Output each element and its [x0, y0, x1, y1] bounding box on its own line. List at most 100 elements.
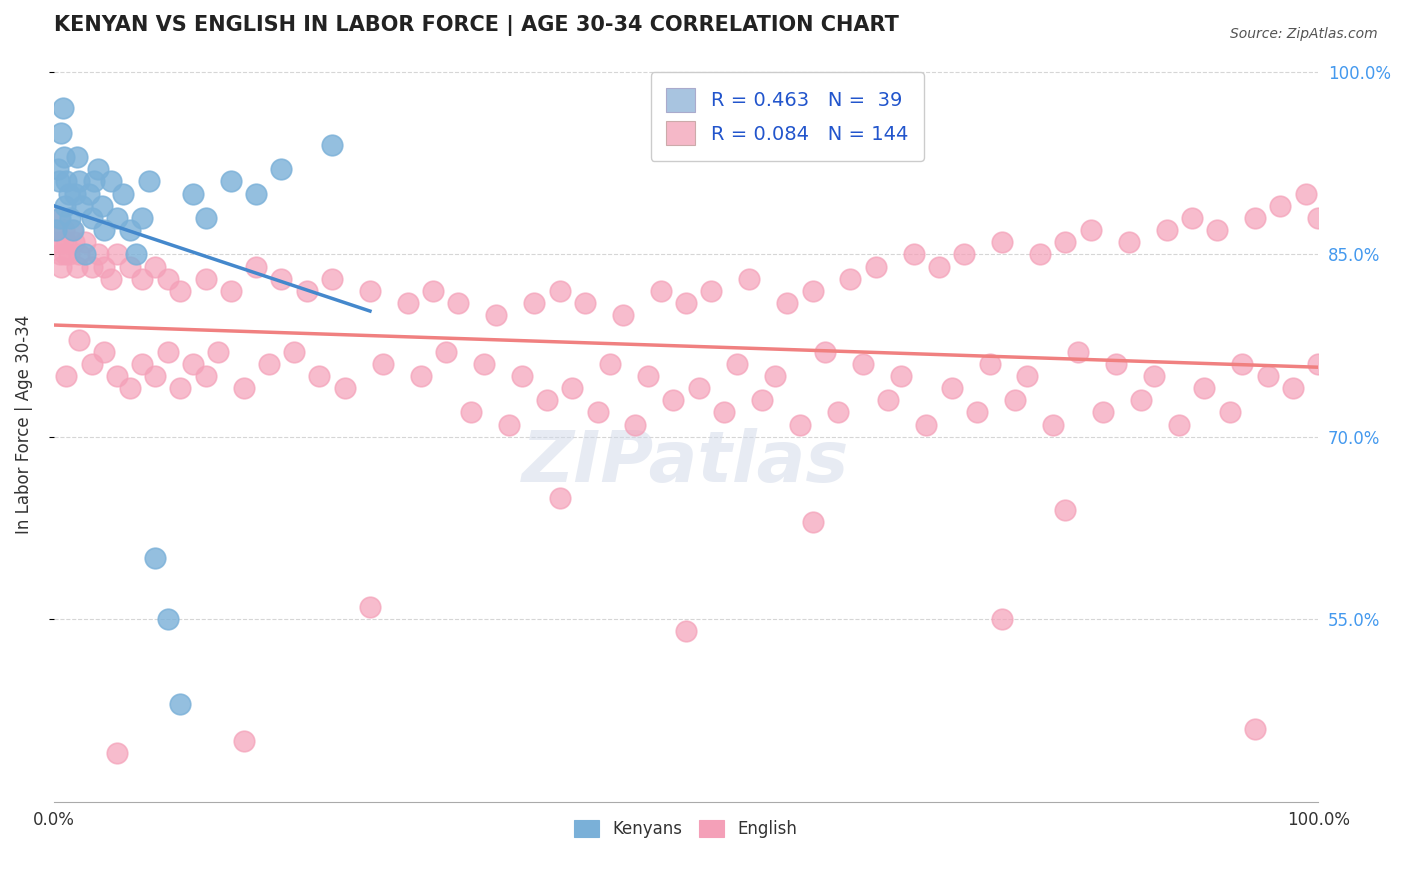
English — [1054, 235, 1077, 250]
Kenyans — [87, 162, 110, 177]
Kenyans — [80, 211, 103, 225]
English — [80, 260, 103, 274]
English — [52, 235, 75, 250]
Kenyans — [105, 211, 128, 225]
English — [1080, 223, 1102, 237]
English — [257, 357, 280, 371]
English — [1017, 369, 1039, 384]
Kenyans — [138, 174, 160, 188]
English — [953, 247, 976, 261]
English — [548, 284, 571, 298]
English — [245, 260, 267, 274]
English — [105, 247, 128, 261]
English — [434, 344, 457, 359]
English — [118, 260, 141, 274]
English — [194, 271, 217, 285]
Kenyans — [169, 698, 191, 712]
English — [915, 417, 938, 432]
English — [207, 344, 229, 359]
English — [801, 515, 824, 529]
English — [662, 393, 685, 408]
English — [371, 357, 394, 371]
English — [409, 369, 432, 384]
English — [93, 344, 115, 359]
Kenyans — [100, 174, 122, 188]
English — [169, 284, 191, 298]
English — [1143, 369, 1166, 384]
English — [1092, 405, 1115, 419]
English — [1308, 211, 1330, 225]
English — [738, 271, 761, 285]
Kenyans — [65, 150, 87, 164]
English — [561, 381, 583, 395]
Kenyans — [70, 199, 93, 213]
English — [1118, 235, 1140, 250]
English — [143, 260, 166, 274]
Kenyans — [62, 223, 84, 237]
English — [156, 271, 179, 285]
English — [536, 393, 558, 408]
English — [1282, 381, 1305, 395]
Y-axis label: In Labor Force | Age 30-34: In Labor Force | Age 30-34 — [15, 315, 32, 534]
Kenyans — [45, 223, 67, 237]
English — [751, 393, 773, 408]
English — [865, 260, 887, 274]
English — [1206, 223, 1229, 237]
English — [67, 247, 90, 261]
English — [675, 296, 697, 310]
English — [67, 333, 90, 347]
Kenyans — [245, 186, 267, 201]
English — [63, 235, 86, 250]
English — [624, 417, 647, 432]
English — [1029, 247, 1052, 261]
English — [131, 357, 153, 371]
Kenyans — [321, 137, 343, 152]
English — [333, 381, 356, 395]
English — [827, 405, 849, 419]
English — [1257, 369, 1279, 384]
English — [80, 357, 103, 371]
English — [219, 284, 242, 298]
English — [1181, 211, 1204, 225]
English — [1054, 502, 1077, 516]
English — [48, 211, 70, 225]
English — [60, 223, 83, 237]
English — [903, 247, 925, 261]
English — [725, 357, 748, 371]
English — [650, 284, 672, 298]
Kenyans — [75, 247, 97, 261]
Kenyans — [90, 199, 112, 213]
English — [422, 284, 444, 298]
English — [131, 271, 153, 285]
English — [232, 733, 254, 747]
Kenyans — [219, 174, 242, 188]
English — [46, 235, 69, 250]
English — [1105, 357, 1128, 371]
English — [1244, 722, 1267, 736]
English — [194, 369, 217, 384]
English — [1308, 357, 1330, 371]
English — [65, 260, 87, 274]
English — [75, 235, 97, 250]
English — [270, 271, 292, 285]
English — [612, 308, 634, 322]
Kenyans — [51, 126, 73, 140]
English — [295, 284, 318, 298]
Kenyans — [48, 174, 70, 188]
English — [839, 271, 862, 285]
English — [1156, 223, 1178, 237]
English — [55, 235, 77, 250]
English — [991, 612, 1014, 626]
English — [548, 491, 571, 505]
Kenyans — [156, 612, 179, 626]
English — [510, 369, 533, 384]
English — [966, 405, 988, 419]
English — [321, 271, 343, 285]
English — [447, 296, 470, 310]
English — [1004, 393, 1026, 408]
English — [472, 357, 495, 371]
English — [105, 746, 128, 760]
English — [45, 223, 67, 237]
English — [1232, 357, 1254, 371]
English — [58, 247, 80, 261]
